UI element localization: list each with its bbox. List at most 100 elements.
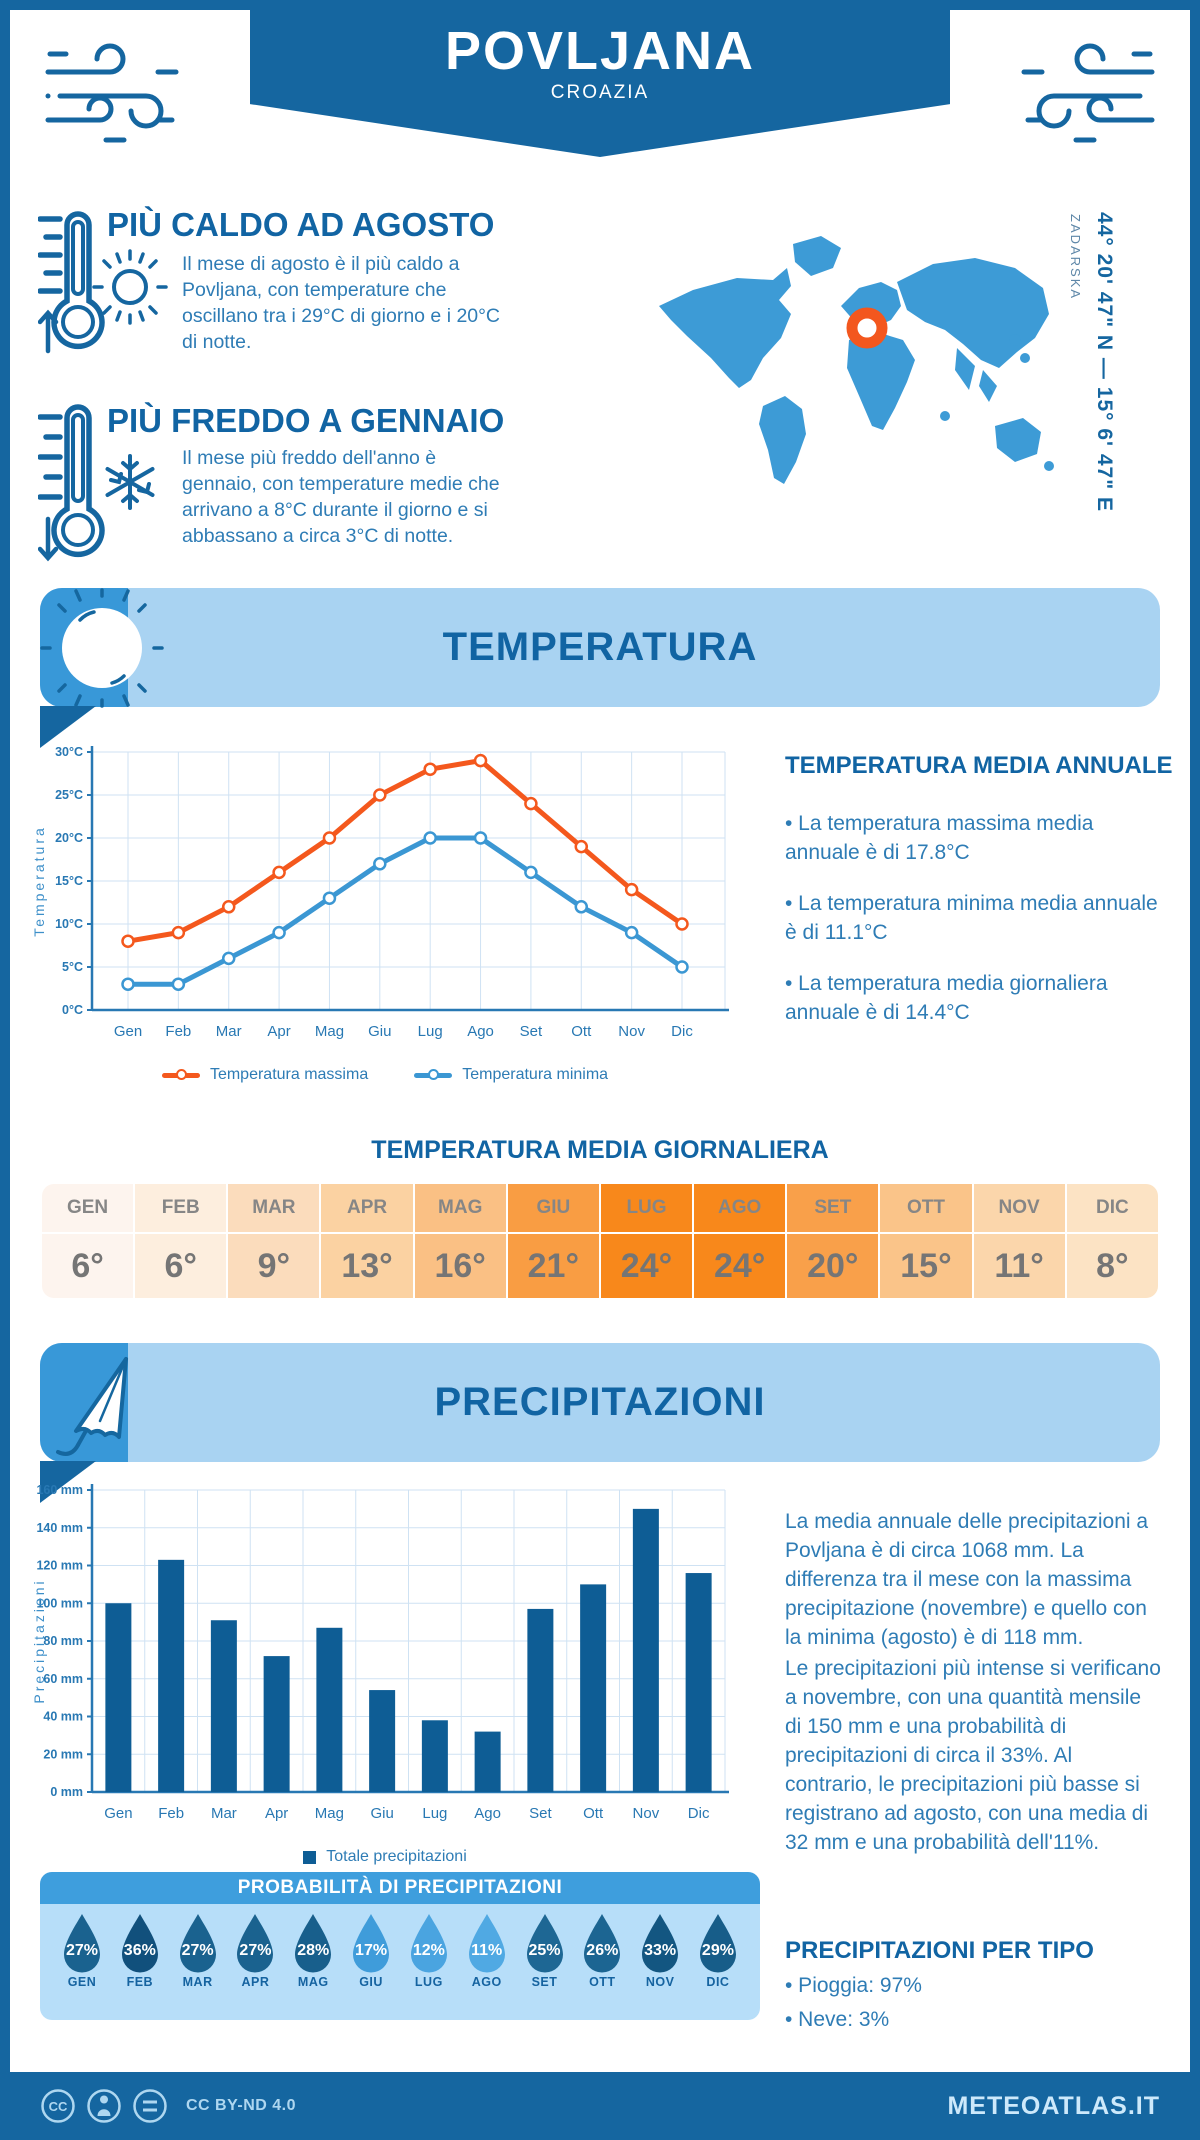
- svg-text:20°C: 20°C: [55, 831, 83, 845]
- daily-month-cell: GEN: [42, 1184, 134, 1232]
- drop-percent: 11%: [471, 1942, 503, 1959]
- page-title: POVLJANA: [444, 21, 756, 81]
- probability-drop: 11% AGO: [461, 1912, 513, 1989]
- raindrop-icon: [295, 1914, 332, 1973]
- drop-percent: 33%: [644, 1942, 677, 1959]
- drop-percent: 27%: [181, 1942, 214, 1959]
- daily-month-cell: OTT: [880, 1184, 972, 1232]
- precipitation-banner-cap: [40, 1343, 128, 1462]
- raindrop-icon: [468, 1914, 505, 1973]
- daily-value-cell: 20°: [787, 1234, 879, 1298]
- probability-drop: 33% NOV: [634, 1912, 686, 1989]
- annual-temp-bullet: • La temperatura media giornaliera annua…: [785, 972, 1108, 1024]
- svg-text:Ago: Ago: [474, 1805, 501, 1822]
- svg-text:5°C: 5°C: [62, 960, 83, 974]
- precipitation-chart: 0 mm 20 mm 40 mm 60 mm 80 mm 100 mm 120 mm 140 …: [31, 1483, 729, 1822]
- daily-value-cell: 13°: [321, 1234, 413, 1298]
- probability-drop: 17% GIU: [345, 1912, 397, 1989]
- svg-text:0 mm: 0 mm: [50, 1785, 83, 1799]
- probability-drop: 27% GEN: [56, 1912, 108, 1989]
- daily-temperature-title: TEMPERATURA MEDIA GIORNALIERA: [371, 1136, 829, 1164]
- raindrop-icon: [410, 1914, 447, 1973]
- probability-drop: 25% SET: [519, 1912, 571, 1989]
- temperature-chart: 0°C 5°C 10°C 15°C 20°C 25°C 30°C Gen Feb Mar Apr Ma…: [31, 745, 729, 1040]
- svg-text:Feb: Feb: [165, 1023, 191, 1040]
- probability-drop: 12% LUG: [403, 1912, 455, 1989]
- daily-month-cell: GIU: [507, 1184, 599, 1232]
- svg-text:Apr: Apr: [267, 1023, 290, 1040]
- svg-text:Feb: Feb: [158, 1805, 184, 1822]
- svg-text:Mar: Mar: [216, 1023, 242, 1040]
- svg-text:40 mm: 40 mm: [43, 1710, 83, 1724]
- drop-month: FEB: [126, 1975, 154, 1989]
- svg-text:CC: CC: [49, 2099, 68, 2114]
- svg-text:Gen: Gen: [114, 1023, 142, 1040]
- drop-month: SET: [531, 1975, 558, 1989]
- license-badges: CC CC BY-ND 4.0: [40, 2088, 296, 2124]
- daily-values-row: 6° 6° 9° 13° 16° 21° 24° 24° 20° 15° 11° 8°: [42, 1234, 1158, 1298]
- precipitation-paragraph: La media annuale delle precipitazioni a …: [785, 1510, 1149, 1649]
- wind-decoration-icon: [1021, 43, 1155, 143]
- svg-text:Gen: Gen: [104, 1805, 132, 1822]
- svg-text:25°C: 25°C: [55, 788, 83, 802]
- svg-text:30°C: 30°C: [55, 745, 83, 759]
- svg-text:Dic: Dic: [688, 1805, 710, 1822]
- drop-month: OTT: [589, 1975, 616, 1989]
- probability-panel-title: PROBABILITÀ DI PRECIPITAZIONI: [40, 1872, 760, 1904]
- site-label: METEOATLAS.IT: [947, 2091, 1160, 2120]
- svg-text:Mar: Mar: [211, 1805, 237, 1822]
- temperature-banner: TEMPERATURA: [40, 588, 1160, 708]
- svg-text:15°C: 15°C: [55, 874, 83, 888]
- probability-drop: 36% FEB: [114, 1912, 166, 1989]
- no-derivatives-icon: [133, 2089, 167, 2123]
- precipitation-type-bullet: • Pioggia: 97%: [785, 1974, 922, 1997]
- daily-value-cell: 11°: [973, 1234, 1065, 1298]
- legend-item: Totale precipitazioni: [303, 1848, 467, 1866]
- svg-text:Ott: Ott: [571, 1023, 592, 1040]
- drop-month: GEN: [67, 1975, 97, 1989]
- probability-drop: 29% DIC: [692, 1912, 744, 1989]
- cc-icon: CC: [41, 2089, 75, 2123]
- daily-month-cell: FEB: [135, 1184, 227, 1232]
- svg-text:Giu: Giu: [368, 1023, 391, 1040]
- daily-value-cell: 6°: [42, 1234, 134, 1298]
- raindrop-icon: [699, 1914, 736, 1973]
- legend-item: Temperatura massima: [161, 1066, 368, 1084]
- coldest-title: PIÙ FREDDO A GENNAIO: [107, 402, 505, 439]
- daily-value-cell: 16°: [414, 1234, 506, 1298]
- daily-month-cell: NOV: [973, 1184, 1065, 1232]
- cold-thermometer-icon: [38, 404, 155, 562]
- drop-month: APR: [241, 1975, 270, 1989]
- header-banner: POVLJANA CROAZIA: [250, 10, 950, 157]
- probability-drops: 27% GEN 36% FEB 27% MAR 27% APR 28% MAG 17% GIU 12% L…: [40, 1904, 760, 1989]
- svg-text:Dic: Dic: [671, 1023, 693, 1040]
- probability-drop: 28% MAG: [287, 1912, 339, 1989]
- drop-percent: 28%: [297, 1942, 330, 1959]
- svg-text:140 mm: 140 mm: [36, 1521, 83, 1535]
- svg-text:160 mm: 160 mm: [36, 1483, 83, 1497]
- daily-month-cell: SET: [787, 1184, 879, 1232]
- svg-text:0°C: 0°C: [62, 1003, 83, 1017]
- daily-value-cell: 24°: [694, 1234, 786, 1298]
- daily-month-cell: APR: [321, 1184, 413, 1232]
- wind-decoration-icon: [45, 43, 179, 143]
- raindrop-icon: [64, 1914, 100, 1973]
- drop-month: GIU: [359, 1975, 383, 1989]
- svg-text:Set: Set: [520, 1023, 543, 1040]
- drop-month: NOV: [645, 1975, 675, 1989]
- temperature-chart-legend: Temperatura massima Temperatura minima: [30, 1066, 740, 1084]
- temperature-banner-cap: [40, 588, 164, 708]
- sun-banner-icon: [40, 588, 164, 708]
- drop-percent: 25%: [528, 1942, 561, 1959]
- drop-month: DIC: [706, 1975, 730, 1989]
- drop-percent: 27%: [239, 1942, 272, 1959]
- license-label: CC BY-ND 4.0: [186, 2097, 297, 2114]
- daily-value-cell: 21°: [507, 1234, 599, 1298]
- svg-text:Nov: Nov: [633, 1805, 660, 1822]
- svg-text:Apr: Apr: [265, 1805, 288, 1822]
- raindrop-icon: [237, 1914, 274, 1973]
- drop-month: MAG: [297, 1975, 329, 1989]
- svg-text:Mag: Mag: [315, 1805, 344, 1822]
- precipitation-type-bullet: • Neve: 3%: [785, 2008, 890, 2031]
- svg-text:Giu: Giu: [370, 1805, 393, 1822]
